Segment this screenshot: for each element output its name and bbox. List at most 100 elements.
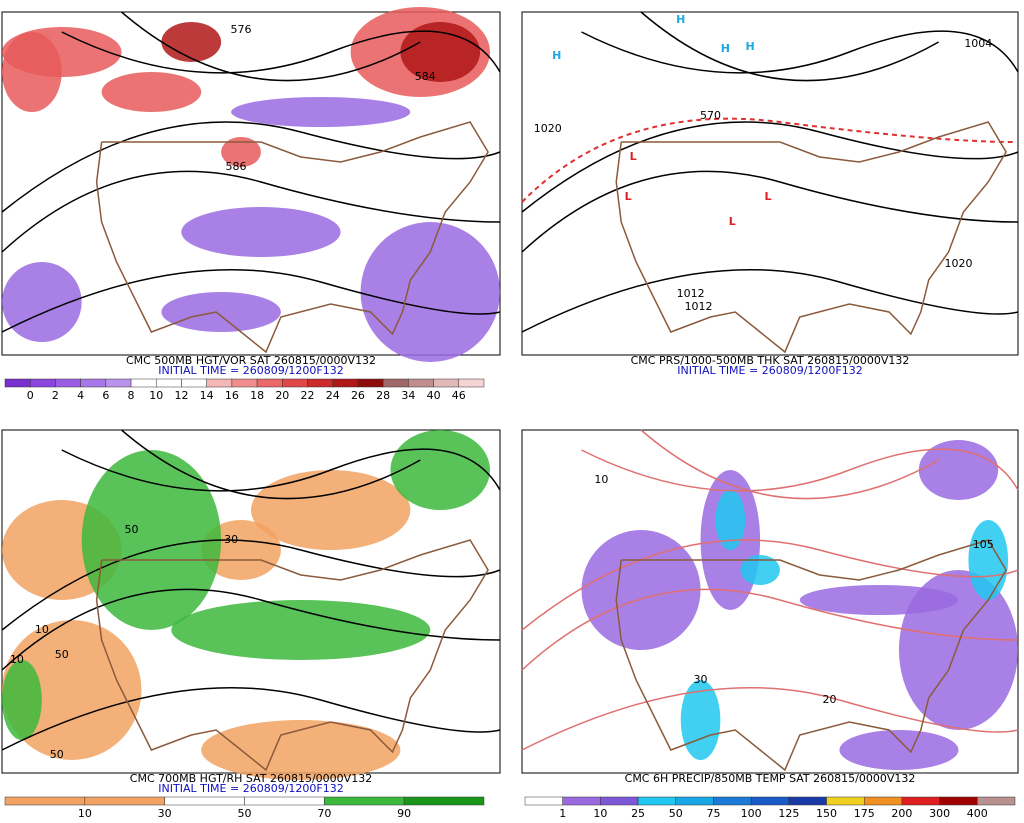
colorbar-label: 70	[317, 807, 331, 819]
shaded-area	[390, 430, 491, 510]
colorbar-label: 28	[376, 389, 390, 402]
colorbar-box	[403, 796, 485, 806]
colorbar-box	[901, 796, 940, 806]
colorbar-label: 1	[559, 807, 566, 819]
colorbar-box	[244, 796, 325, 806]
colorbar-label: 30	[158, 807, 172, 819]
shaded-area	[839, 730, 959, 770]
contour	[521, 121, 1019, 213]
colorbar-box	[29, 378, 56, 388]
contour	[1, 539, 501, 631]
colorbar-box	[863, 796, 903, 806]
colorbar-label: 25	[631, 807, 645, 819]
colorbar-label: 50	[669, 807, 683, 819]
map-label: H	[676, 13, 685, 26]
shaded-area	[680, 680, 721, 760]
colorbar-label: 100	[741, 807, 762, 819]
contour	[640, 429, 940, 500]
panel: 576 584 586 CMC 500MB HGT/VOR SAT 260815/00…	[1, 7, 501, 402]
contour	[640, 11, 940, 82]
contour	[1, 170, 501, 253]
initial-time: INITIAL TIME = 260809/1200F132	[158, 782, 343, 795]
colorbar-box	[524, 796, 563, 806]
colorbar-label: 26	[351, 389, 365, 402]
colorbar-box	[231, 378, 258, 388]
contour	[1, 121, 501, 213]
colorbar-label: 90	[397, 807, 411, 819]
coastline	[95, 121, 489, 354]
colorbar-label: 18	[250, 389, 264, 402]
panel: 10 20 30 105 CMC 6H PRECIP/850MB TEMP SAT 26…	[521, 429, 1019, 820]
colorbar-box	[105, 378, 132, 388]
colorbar-label: 200	[891, 807, 912, 819]
map-label: 1020	[534, 122, 562, 135]
panel-title: CMC 500MB HGT/VOR SAT 260815/0000V132	[126, 354, 376, 367]
shaded-area	[201, 720, 401, 780]
colorbar-box	[939, 796, 978, 806]
colorbar-label: 2	[52, 389, 59, 402]
initial-time: INITIAL TIME = 260809/1200F132	[158, 364, 343, 377]
colorbar-box	[307, 378, 333, 388]
colorbar-box	[600, 796, 639, 806]
contour	[521, 170, 1019, 253]
map-label: H	[746, 40, 755, 53]
map-label: 576	[231, 23, 252, 36]
shaded-area	[251, 470, 411, 550]
colorbar-box	[55, 378, 81, 388]
shaded-area	[81, 450, 222, 630]
shaded-area	[968, 520, 1009, 600]
colorbar-box	[357, 378, 384, 388]
map-label: L	[729, 215, 736, 228]
colorbar-box	[826, 796, 865, 806]
contour	[521, 268, 1019, 333]
map-label: 10	[10, 653, 24, 666]
colorbar-label: 34	[401, 389, 415, 402]
shaded-area	[715, 490, 746, 550]
contour	[121, 11, 421, 82]
map-label: 584	[415, 70, 436, 83]
panel: 50 50 30 10 10 50 CMC 700MB HGT/RH SAT 260815/…	[1, 429, 501, 820]
map-label: H	[721, 42, 730, 55]
map-label: 105	[973, 538, 994, 551]
colorbar-label: 75	[706, 807, 720, 819]
colorbar-label: 0	[27, 389, 34, 402]
shaded-area	[161, 292, 281, 332]
contour	[61, 448, 501, 492]
colorbar-box	[713, 796, 752, 806]
colorbar-label: 14	[200, 389, 214, 402]
colorbar-label: 24	[326, 389, 340, 402]
map-label: 50	[124, 523, 138, 536]
colorbar-box	[433, 378, 460, 388]
map-label: 1012	[677, 287, 705, 300]
contour	[521, 686, 1019, 751]
colorbar-box	[206, 378, 233, 388]
thickness-line	[521, 117, 1015, 203]
colorbar-box	[562, 796, 601, 806]
shaded-area	[360, 222, 500, 362]
map-label: H	[552, 49, 561, 62]
coastline	[615, 539, 1007, 772]
colorbar-box	[332, 378, 359, 388]
colorbar-label: 400	[967, 807, 988, 819]
shaded-area	[221, 137, 261, 167]
colorbar-label: 50	[238, 807, 252, 819]
colorbar-label: 20	[275, 389, 289, 402]
colorbar-label: 6	[102, 389, 109, 402]
colorbar-box	[408, 378, 434, 388]
colorbar-box	[4, 378, 31, 388]
panel-title: CMC 6H PRECIP/850MB TEMP SAT 260815/0000…	[625, 772, 916, 785]
shaded-area	[171, 600, 431, 660]
map-label: 10	[35, 623, 49, 636]
colorbar-label: 16	[225, 389, 239, 402]
shaded-area	[231, 97, 411, 127]
colorbar-box	[181, 378, 207, 388]
shaded-area	[101, 72, 202, 112]
shaded-area	[161, 22, 222, 62]
map-label: 586	[226, 160, 247, 173]
panel-title: CMC 700MB HGT/RH SAT 260815/0000V132	[130, 772, 372, 785]
colorbar-box	[788, 796, 827, 806]
colorbar-box	[977, 796, 1016, 806]
colorbar-box	[156, 378, 182, 388]
